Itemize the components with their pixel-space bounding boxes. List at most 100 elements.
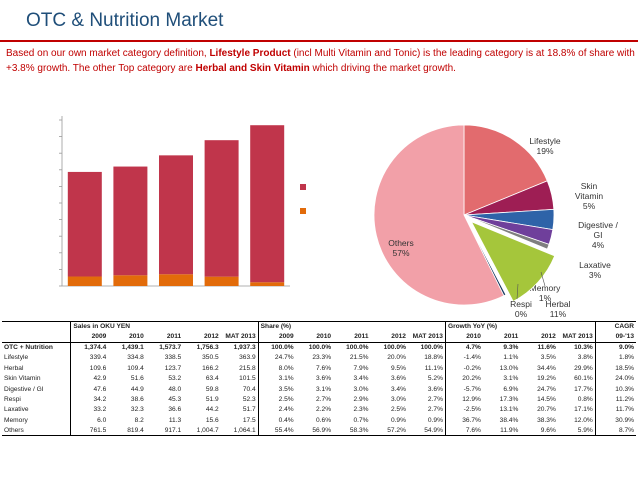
table-cell: 51.9 [205, 395, 219, 403]
table-cell: 51.6 [130, 375, 144, 383]
table-column-header: MAT 2013 [557, 331, 596, 343]
table-column-header: 2009 [70, 331, 109, 343]
table-cell: 33.2 [70, 404, 109, 416]
pie-slice-label-line: Digestive / [578, 220, 618, 230]
pie-slice-label-line: 1% [539, 293, 552, 303]
table-cell: 1.8% [594, 352, 636, 364]
table-cell: 36.6 [168, 406, 182, 414]
table-cell: 2.7% [427, 395, 443, 403]
intro-highlight-lifestyle: Lifestyle Product [209, 48, 291, 59]
pie-slice-label-line: 11% [550, 309, 567, 319]
table-cell: 1,064.1 [220, 425, 259, 437]
table-cell: 215.8 [239, 364, 256, 372]
table-cell: 0.9% [427, 416, 443, 424]
table-cell: 3.4% [353, 375, 369, 383]
table-group-header-growth: Growth YoY (%) [444, 320, 596, 332]
table-cell: 4.7% [444, 342, 483, 353]
table-cell: 47.6 [70, 383, 109, 395]
table-cell: 52.3 [242, 395, 256, 403]
table-cell: 9.3% [503, 344, 519, 352]
table-cell: 2.7% [316, 395, 332, 403]
table-cell: 101.5 [239, 375, 256, 383]
table-row: Memory 6.0 8.2 11.3 15.6 17.5 0.4% 0.6% 0.7% 0.9%… [2, 415, 636, 426]
table-cell: 29.9% [574, 364, 593, 372]
table-cell: 36.7% [444, 415, 483, 426]
intro-text: Based on our own market category definit… [6, 46, 636, 76]
table-column-header: 2009 [257, 331, 296, 343]
table-cell: 3.8% [577, 354, 593, 362]
bar-nutrition-mat-2013q2 [250, 282, 285, 286]
table-cell: 3.5% [257, 383, 296, 395]
table-cell: 5.2% [427, 375, 443, 383]
table-cell: 2.5% [257, 394, 296, 405]
bar-nutrition-2009 [67, 276, 102, 286]
table-row: Respi 34.2 38.6 45.3 51.9 52.3 2.5% 2.7% 2.9% 3.0… [2, 394, 636, 405]
table-cell: 819.4 [108, 425, 146, 437]
table-cell: 3.6% [316, 375, 332, 383]
pie-slice-label: Digestive / GI 4% [578, 220, 618, 250]
table-cell: 1,573.7 [159, 344, 182, 352]
pie-slice-label: Skin Vitamin 5% [575, 181, 603, 211]
table-cell: -2.5% [444, 404, 483, 416]
table-column-header: 2012 [370, 331, 408, 343]
table-cell: 3.5% [540, 354, 556, 362]
pie-slice-lifestyle [463, 124, 548, 216]
table-cell: 14.5% [537, 395, 556, 403]
table-cell: 0.6% [316, 416, 332, 424]
table-cell: 3.0% [390, 395, 406, 403]
table-row: Herbal 109.6 109.4 123.7 166.2 215.8 8.0% 7.6% 7… [2, 363, 636, 374]
table-cell: 11.7% [594, 404, 636, 416]
table-cell: 8.0% [257, 363, 296, 374]
table-row-label: Others [2, 425, 71, 437]
table-cell: 17.1% [574, 406, 593, 414]
table-cell: 5.9% [557, 425, 596, 437]
table-cell: 18.8% [424, 354, 443, 362]
table-cell: 20.2% [444, 373, 483, 384]
table-cell: 109.4 [127, 364, 144, 372]
table-cell: 58.3% [333, 425, 371, 437]
table-cell: 20.0% [387, 354, 406, 362]
table-cell: 9.0% [594, 342, 636, 353]
table-cell: 100.0% [308, 344, 332, 352]
table-row: Skin Vitamin 42.9 51.6 53.2 63.4 101.5 3.1% 3.6… [2, 373, 636, 384]
table-column-header: 2011 [482, 331, 521, 343]
table-cell: 20.7% [537, 406, 556, 414]
table-group-header-cagr: CAGR [594, 320, 636, 332]
pie-slice-label-line: Respi [510, 299, 532, 309]
table-cell: 100.0% [420, 344, 443, 352]
pie-slice-label-line: GI [594, 230, 603, 240]
table-cell: 363.9 [239, 354, 256, 362]
pie-slice-others [373, 124, 505, 306]
pie-leader-line-respi [516, 283, 519, 300]
table-cell: 59.8 [205, 385, 219, 393]
pie-slice-label: Laxative 3% [579, 260, 611, 280]
table-cell: 24.0% [594, 373, 636, 384]
pie-slice-label-line: 3% [589, 270, 602, 280]
table-corner-cell [2, 331, 71, 343]
table-cell: 3.1% [257, 373, 296, 384]
pie-slice-label-line: 19% [536, 146, 553, 156]
table-column-header: 2011 [145, 331, 184, 343]
table-cell: 100.0% [257, 342, 296, 353]
table-cell: 350.5 [202, 354, 219, 362]
table-cell: 761.5 [70, 425, 109, 437]
table-cell: 7.6% [316, 364, 332, 372]
table-cell: 60.1% [574, 375, 593, 383]
pie-slice-label-line: Herbal [545, 299, 570, 309]
table-row-label: Herbal [4, 364, 24, 372]
table-row: Lifestyle 339.4 334.8 338.5 350.5 363.9 24.7% 2… [2, 352, 636, 364]
table-cell: 334.8 [127, 354, 144, 362]
table-cell: 2.4% [257, 404, 296, 416]
table-row-label: Memory [4, 416, 28, 424]
table-cell: 109.6 [70, 363, 109, 374]
table-cell: 9.6% [520, 425, 558, 437]
table-cell: 917.1 [145, 425, 184, 437]
bar-nutrition-2011 [159, 274, 193, 286]
table-cell: 42.9 [70, 373, 109, 384]
pie-slice-label-line: Memory [530, 283, 561, 293]
table-cell: 19.2% [537, 375, 556, 383]
table-row: Laxative 33.2 32.3 36.6 44.2 51.7 2.4% 2.2% 2.3%… [2, 404, 636, 416]
pie-slice-label-line: 0% [515, 309, 528, 319]
table-cell: -0.2% [444, 363, 483, 374]
table-cell: 1,439.1 [121, 344, 144, 352]
